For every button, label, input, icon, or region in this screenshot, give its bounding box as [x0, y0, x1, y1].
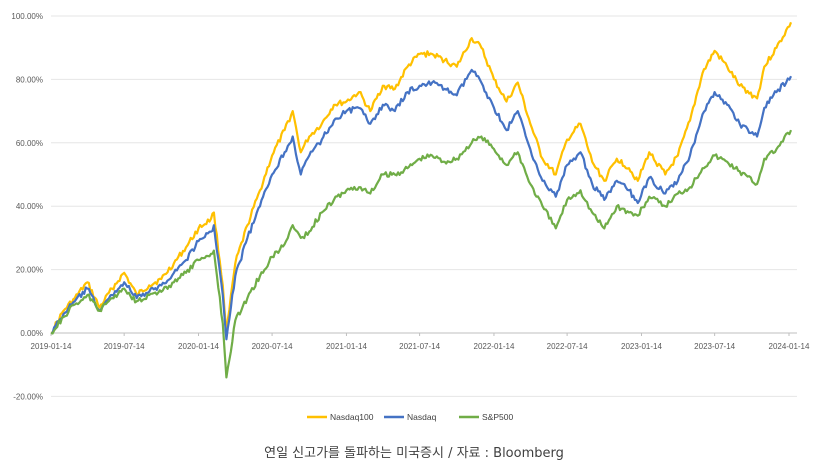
y-tick-label: -20.00% [13, 392, 43, 401]
y-tick-label: 40.00% [16, 202, 43, 211]
chart-caption: 연일 신고가를 돌파하는 미국증시 / 자료 : Bloomberg [264, 446, 564, 461]
series-line-sp500 [50, 129, 793, 379]
y-tick-label: 60.00% [16, 139, 43, 148]
series-line-nasdaq100 [50, 21, 793, 335]
x-tick-label: 2023-07-14 [694, 342, 735, 351]
x-tick-label: 2024-01-14 [769, 342, 810, 351]
y-axis: 100.00% 80.00% 60.00% 40.00% 20.00% 0.00% -20.… [11, 12, 43, 401]
x-tick-label: 2021-07-14 [399, 342, 440, 351]
x-tick-label: 2019-07-14 [104, 342, 145, 351]
series-lines [50, 21, 793, 379]
gridlines [51, 15, 797, 397]
legend-label: S&P500 [482, 412, 513, 422]
y-tick-label: 20.00% [16, 266, 43, 275]
x-tick-label: 2020-07-14 [252, 342, 293, 351]
x-tick-label: 2020-01-14 [178, 342, 219, 351]
x-tick-label: 2022-07-14 [547, 342, 588, 351]
x-axis: 2019-01-14 2019-07-14 2020-01-14 2020-07-14… [31, 333, 810, 351]
legend-label: Nasdaq [407, 412, 437, 422]
x-tick-label: 2021-01-14 [326, 342, 367, 351]
y-tick-label: 80.00% [16, 75, 43, 84]
x-tick-label: 2019-01-14 [31, 342, 72, 351]
y-tick-label: 0.00% [20, 329, 43, 338]
y-tick-label: 100.00% [11, 12, 43, 21]
series-line-nasdaq [50, 68, 792, 341]
x-tick-label: 2022-01-14 [474, 342, 515, 351]
line-chart: 100.00% 80.00% 60.00% 40.00% 20.00% 0.00% -20.… [11, 12, 810, 422]
x-tick-label: 2023-01-14 [621, 342, 662, 351]
legend-label: Nasdaq100 [330, 412, 374, 422]
legend: Nasdaq100 Nasdaq S&P500 [307, 412, 513, 422]
